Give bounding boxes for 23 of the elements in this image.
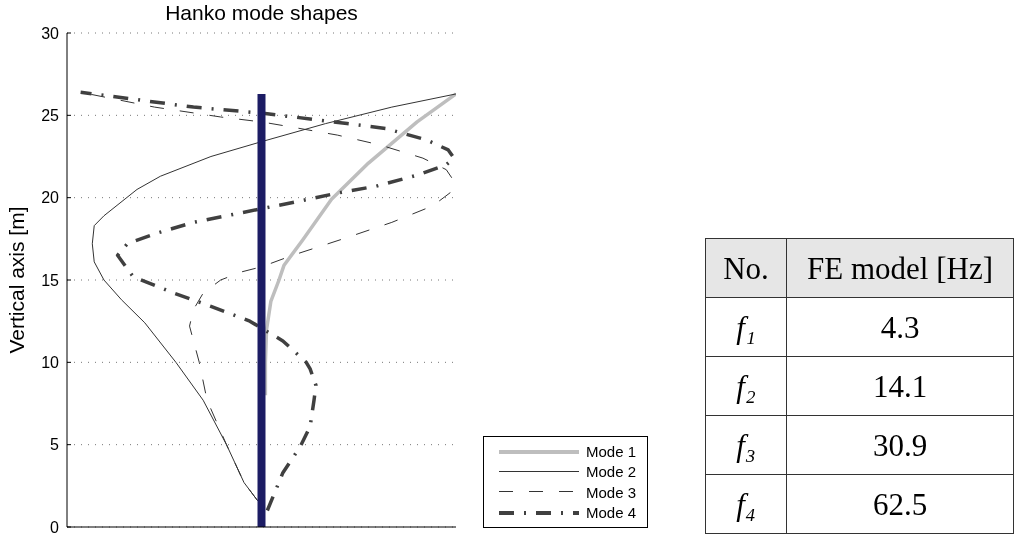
y-tick-label: 0 xyxy=(50,518,60,536)
y-axis-title: Vertical axis [m] xyxy=(5,206,29,354)
category-label: f₁ xyxy=(705,297,787,357)
legend-label: Mode 3 xyxy=(586,483,637,501)
legend-label: Mode 1 xyxy=(586,443,637,461)
category-label: f₂ xyxy=(705,356,787,416)
text: FE model [Hz] xyxy=(786,238,1014,298)
data-label: 14.1 xyxy=(786,356,1014,416)
chart-title: Hanko mode shapes xyxy=(165,1,358,24)
y-tick-label: 15 xyxy=(41,271,60,289)
y-tick-label: 25 xyxy=(41,107,60,125)
legend-label: Mode 2 xyxy=(586,463,637,481)
category-label: f₄ xyxy=(705,474,787,534)
y-tick-label: 10 xyxy=(41,354,60,372)
text: No. xyxy=(705,238,787,298)
data-label: 62.5 xyxy=(786,474,1014,534)
legend-label: Mode 4 xyxy=(586,504,637,522)
category-label: f₃ xyxy=(705,415,787,475)
y-tick-label: 5 xyxy=(50,436,60,454)
data-label: 30.9 xyxy=(786,415,1014,475)
y-tick-label: 30 xyxy=(41,24,60,42)
data-label: 4.3 xyxy=(786,297,1014,357)
y-tick-label: 20 xyxy=(41,189,60,207)
